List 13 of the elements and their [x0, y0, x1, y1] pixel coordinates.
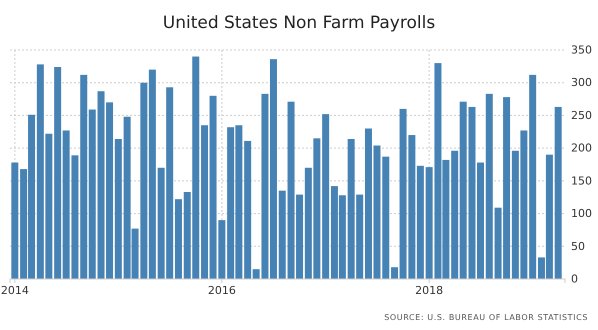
y-tick-label: 250 — [571, 108, 592, 122]
y-tick-label: 50 — [571, 240, 585, 253]
y-tick-label: 350 — [571, 44, 592, 57]
y-tick-label: 100 — [571, 207, 592, 220]
y-tick-label: 150 — [571, 174, 592, 188]
chart-title: United States Non Farm Payrolls — [162, 13, 436, 33]
y-tick-label: 0 — [571, 272, 578, 286]
y-tick-label: 300 — [571, 76, 592, 90]
x-tick-label: 2018 — [415, 284, 444, 297]
y-tick-label: 200 — [571, 142, 592, 155]
x-tick-label: 2014 — [0, 284, 29, 297]
source-note: SOURCE: U.S. BUREAU OF LABOR STATISTICS — [384, 313, 588, 322]
x-tick-label: 2016 — [208, 284, 236, 297]
